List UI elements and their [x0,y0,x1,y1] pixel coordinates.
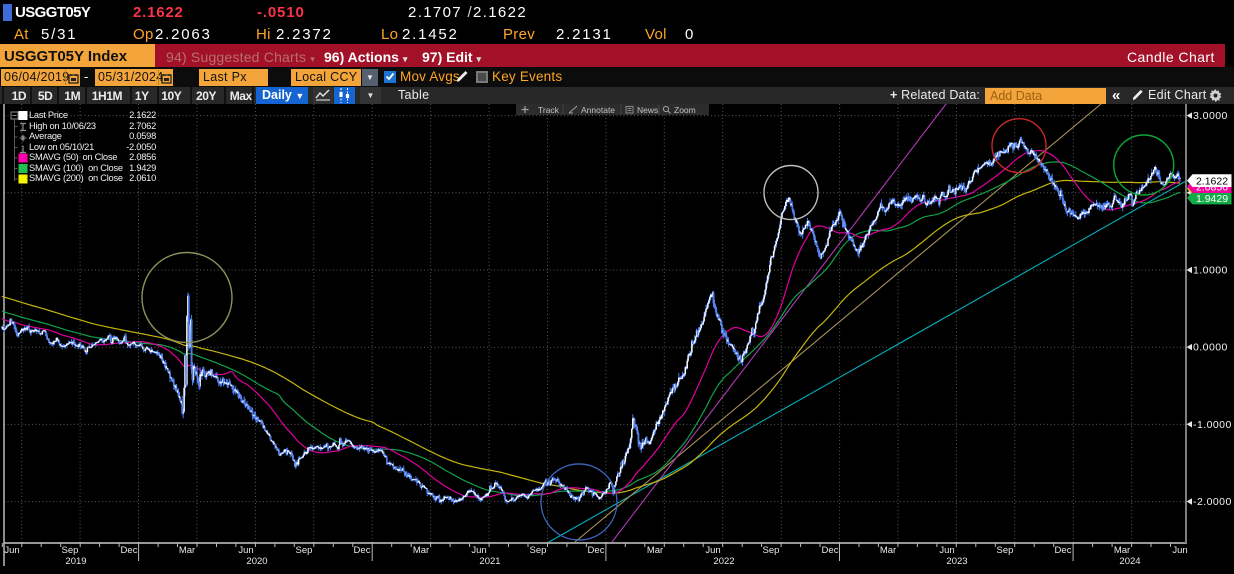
svg-text:Dec: Dec [121,545,138,556]
svg-text:Mar: Mar [1114,545,1130,556]
svg-text:Mar: Mar [647,545,663,556]
svg-text:2020: 2020 [246,556,267,567]
svg-text:2019: 2019 [65,556,86,567]
svg-text:2024: 2024 [1119,556,1140,567]
svg-text:1.0000: 1.0000 [1193,265,1228,277]
svg-text:2023: 2023 [946,556,967,567]
svg-text:0.0000: 0.0000 [1193,342,1228,354]
svg-text:-1.0000: -1.0000 [1193,419,1232,431]
svg-text:Mar: Mar [413,545,429,556]
svg-text:Jun: Jun [4,545,19,556]
svg-text:Dec: Dec [822,545,839,556]
svg-text:Mar: Mar [880,545,896,556]
svg-text:Dec: Dec [1055,545,1072,556]
svg-text:2022: 2022 [713,556,734,567]
svg-text:Dec: Dec [354,545,371,556]
svg-text:Sep: Sep [530,545,547,556]
svg-text:Sep: Sep [997,545,1014,556]
svg-text:2.1622: 2.1622 [1196,175,1228,187]
svg-text:Jun: Jun [471,545,486,556]
svg-text:-2.0000: -2.0000 [1193,496,1232,508]
svg-text:Jun: Jun [238,545,253,556]
svg-text:2021: 2021 [479,556,500,567]
svg-text:Sep: Sep [296,545,313,556]
svg-text:Mar: Mar [179,545,195,556]
svg-text:Dec: Dec [588,545,605,556]
svg-text:Jun: Jun [705,545,720,556]
svg-text:Sep: Sep [62,545,79,556]
svg-text:1.9429: 1.9429 [1196,193,1228,205]
svg-text:Sep: Sep [763,545,780,556]
svg-text:Jun: Jun [939,545,954,556]
svg-text:Jun: Jun [1172,545,1187,556]
svg-text:3.0000: 3.0000 [1193,110,1228,122]
